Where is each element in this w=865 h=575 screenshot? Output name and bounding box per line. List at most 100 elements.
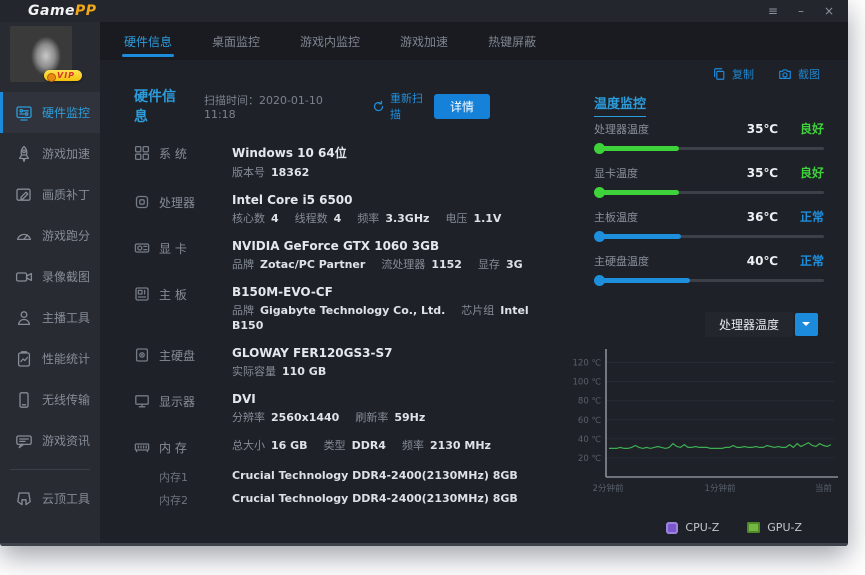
memory-slot-row: 内存1 Crucial Technology DDR4-2400(2130MHz)… [134, 469, 560, 485]
game-benchmark-icon [15, 227, 33, 245]
details-button[interactable]: 详情 [434, 93, 490, 119]
hardware-row: 内 存 总大小 16 GB 类型 DDR4 频率 2130 MHz [134, 438, 560, 456]
ram-icon [134, 439, 150, 455]
spec-key: 流处理器 [381, 258, 426, 271]
spec-key: 分辨率 [232, 411, 265, 424]
cpuz-icon [666, 521, 679, 534]
copy-icon [712, 67, 726, 81]
rescan-button[interactable]: 重新扫描 [372, 90, 434, 122]
tab-桌面监控[interactable]: 桌面监控 [212, 34, 261, 49]
spec-value: Gigabyte Technology Co., Ltd. [260, 304, 446, 317]
temperature-chart: 120 ℃ 100 ℃ 80 ℃ 60 ℃ 40 ℃ 20 ℃ 2分钟前 1分钟前 当前 [568, 344, 842, 516]
tab-游戏内监控[interactable]: 游戏内监控 [300, 34, 361, 49]
svg-text:当前: 当前 [815, 483, 833, 494]
hardware-row-label: 显 卡 [159, 242, 187, 256]
spec-key: 芯片组 [461, 304, 495, 317]
temperature-slider[interactable] [594, 142, 824, 154]
sidebar-item-game-benchmark[interactable]: 游戏跑分 [0, 215, 100, 256]
spec-value: 2130 MHz [429, 439, 491, 452]
temperature-status-badge: 良好 [799, 166, 824, 180]
hardware-row-label: 系 统 [159, 147, 187, 161]
sidebar-item-tft-tools[interactable]: 云顶工具 [0, 478, 100, 519]
temperature-title: 温度监控 [594, 93, 647, 117]
temperature-history-chart: 120 ℃ 100 ℃ 80 ℃ 60 ℃ 40 ℃ 20 ℃ 2分钟前 1分钟前 当前 [573, 349, 838, 494]
svg-text:20 ℃: 20 ℃ [578, 454, 602, 464]
spec-key: 实际容量 [232, 365, 276, 378]
slider-track [594, 279, 824, 282]
sidebar-item-game-news[interactable]: 游戏资讯 [0, 420, 100, 461]
temperature-slider[interactable] [594, 230, 824, 242]
sidebar-item-hardware-monitor[interactable]: 硬件监控 [0, 92, 100, 133]
spec-value: 1.1V [473, 212, 502, 225]
spec-key: 电压 [445, 212, 468, 225]
window-bottom-edge [0, 543, 848, 546]
svg-text:40 ℃: 40 ℃ [578, 435, 602, 445]
temperature-label: 处理器温度 [594, 122, 649, 136]
temperature-value: 36℃ [746, 209, 778, 224]
temperature-value: 40℃ [746, 253, 778, 268]
record-capture-icon [15, 268, 33, 286]
memory-slot-value: Crucial Technology DDR4-2400(2130MHz) 8G… [232, 469, 518, 482]
temperature-status-badge: 良好 [799, 122, 824, 136]
temperature-slider[interactable] [594, 274, 824, 286]
spec-key: 线程数 [294, 212, 328, 225]
temperature-row: 主板温度 36℃ 正常 [594, 208, 824, 242]
hardware-specs: 版本号 18362 [232, 165, 560, 180]
sidebar-item-game-boost[interactable]: 游戏加速 [0, 133, 100, 174]
cpuz-button[interactable]: CPU-Z [666, 521, 719, 534]
hardware-row: 主 板 B150M-EVO-CF 品牌 Gigabyte Technology Co.… [134, 285, 560, 333]
temperature-label: 显卡温度 [594, 166, 638, 180]
close-icon[interactable]: × [823, 4, 834, 18]
temperature-row: 处理器温度 35℃ 良好 [594, 120, 824, 154]
spec-key: 核心数 [232, 212, 265, 225]
quality-patch-icon [15, 186, 33, 204]
chart-metric-dropdown[interactable]: 处理器温度 [704, 312, 818, 337]
gpuz-button[interactable]: GPU-Z [747, 521, 802, 534]
spec-value: 1152 [431, 258, 462, 271]
slider-knob[interactable] [594, 143, 605, 154]
spec-key: 类型 [323, 439, 346, 452]
hardware-primary-value: Windows 10 64位 [232, 146, 347, 160]
memory-slot-label: 内存2 [159, 494, 188, 507]
disk-icon [134, 347, 150, 363]
hardware-row-label: 主硬盘 [159, 349, 196, 363]
sidebar-item-quality-patch[interactable]: 画质补丁 [0, 174, 100, 215]
slider-knob[interactable] [594, 275, 605, 286]
tab-硬件信息[interactable]: 硬件信息 [122, 23, 175, 60]
slider-track [594, 191, 824, 194]
tab-热键屏蔽[interactable]: 热键屏蔽 [488, 34, 537, 49]
sidebar-item-performance-stats[interactable]: 性能统计 [0, 338, 100, 379]
spec-value: 59Hz [394, 411, 426, 424]
temperature-row: 主硬盘温度 40℃ 正常 [594, 252, 824, 286]
slider-track [594, 235, 824, 238]
sidebar-item-label: 录像截图 [42, 270, 91, 284]
temperature-slider[interactable] [594, 186, 824, 198]
temperature-value: 35℃ [746, 165, 778, 180]
minimize-icon[interactable]: – [797, 4, 804, 18]
sidebar-item-label: 画质补丁 [42, 188, 91, 202]
spec-key: 显存 [477, 258, 500, 271]
menu-icon[interactable]: ≡ [767, 4, 778, 18]
copy-button[interactable]: 复制 [712, 66, 754, 82]
app-window: GamePP ≡ – × VIP 硬件监控 游戏加速 画质补丁 游戏跑分 录像截图 主播工… [0, 0, 848, 546]
slider-knob[interactable] [594, 187, 605, 198]
spec-value: 16 GB [271, 439, 308, 452]
sidebar-item-streamer-tools[interactable]: 主播工具 [0, 297, 100, 338]
chevron-down-icon[interactable] [795, 313, 818, 336]
tab-游戏加速[interactable]: 游戏加速 [400, 34, 449, 49]
slider-knob[interactable] [594, 231, 605, 242]
hardware-specs: 分辨率 2560x1440 刷新率 59Hz [232, 410, 560, 425]
hardware-specs: 品牌 Gigabyte Technology Co., Ltd. 芯片组 Intel … [232, 303, 560, 333]
sidebar-item-label: 主播工具 [42, 311, 91, 325]
hardware-primary-value: B150M-EVO-CF [232, 285, 333, 299]
spec-value: Intel B150 [232, 304, 529, 332]
hardware-primary-value: DVI [232, 392, 256, 406]
section-title: 硬件信息 [134, 89, 176, 125]
spec-key: 总大小 [232, 439, 265, 452]
game-boost-icon [15, 145, 33, 163]
sidebar-item-record-capture[interactable]: 录像截图 [0, 256, 100, 297]
temperature-status-badge: 正常 [799, 210, 824, 224]
sidebar-item-wireless-transfer[interactable]: 无线传输 [0, 379, 100, 420]
sidebar-divider [10, 469, 90, 470]
screenshot-button[interactable]: 截图 [778, 66, 820, 82]
